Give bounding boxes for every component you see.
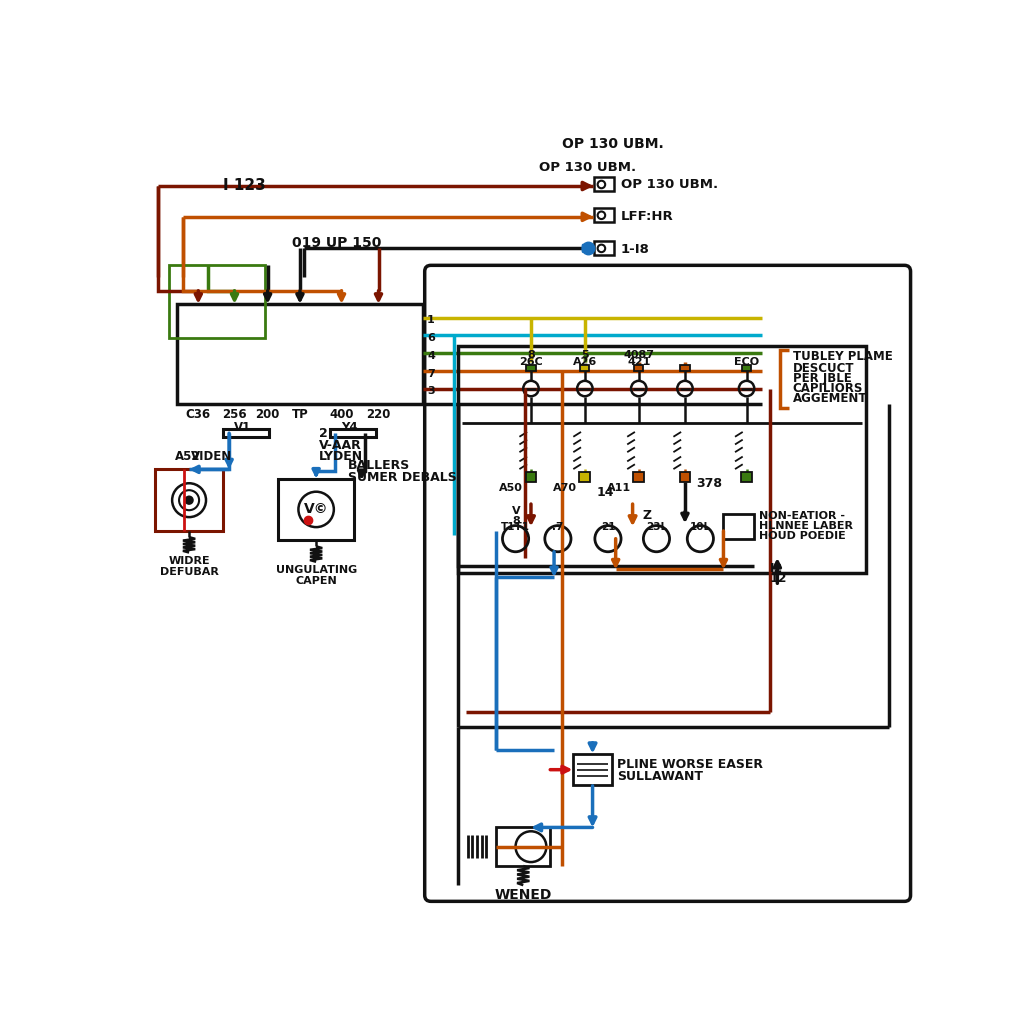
Bar [634,366,643,371]
Text: 220: 220 [367,408,391,421]
Text: 8: 8 [512,515,520,525]
Bar [573,755,611,785]
Text: 23L: 23L [646,522,667,531]
Text: ECO: ECO [734,357,759,367]
Text: 21: 21 [601,522,615,531]
Text: VIDEN: VIDEN [190,451,231,463]
Text: 019 UP 150: 019 UP 150 [292,237,382,250]
Text: 400: 400 [330,408,353,421]
Text: 14: 14 [596,486,614,500]
Text: 12: 12 [770,571,787,585]
Text: T1T1: T1T1 [501,522,530,531]
Text: LFF:HR: LFF:HR [621,210,674,223]
Text: CAPILIORS: CAPILIORS [793,382,863,394]
Bar [525,472,537,482]
Text: V-AAR: V-AAR [319,438,361,452]
Text: 10L: 10L [690,522,711,531]
Circle shape [185,497,193,504]
Text: OP 130 UBM.: OP 130 UBM. [539,162,636,174]
Bar [581,366,590,371]
Text: PER JBLE: PER JBLE [793,372,852,385]
Text: NON-EATIOR -: NON-EATIOR - [759,511,845,521]
Text: AGGEMENT: AGGEMENT [793,391,867,404]
Text: 3: 3 [427,386,434,396]
Bar [680,472,690,482]
Bar [156,469,223,531]
Text: 4087: 4087 [624,350,654,360]
Text: WENED: WENED [495,888,552,902]
Text: 256: 256 [222,408,247,421]
Text: BALLERS: BALLERS [348,460,410,472]
Text: A50: A50 [500,483,523,494]
Bar [526,366,536,371]
Text: A70: A70 [553,483,578,494]
Bar [177,304,423,403]
Text: .7: .7 [552,522,563,531]
Text: LYDEN: LYDEN [319,451,364,463]
Text: A26: A26 [572,357,597,367]
Bar [169,265,265,339]
Text: HOUD POEDIE: HOUD POEDIE [759,531,846,541]
Text: 5: 5 [581,350,589,360]
Text: UNGULATING
CAPEN: UNGULATING CAPEN [275,565,356,587]
Text: 378: 378 [696,477,723,490]
Text: 1: 1 [427,315,435,326]
Text: DESCUCT: DESCUCT [793,361,854,375]
Text: 26C: 26C [519,357,543,367]
Bar [330,429,376,437]
Text: PLINE WORSE EASER: PLINE WORSE EASER [617,758,763,771]
Text: I 123: I 123 [223,178,265,194]
Text: A52: A52 [175,451,201,463]
Bar [594,242,613,255]
Text: I2: I2 [770,562,783,574]
Text: SULLAWANT: SULLAWANT [617,770,703,782]
Bar [458,346,866,573]
Bar [634,472,644,482]
Bar [741,472,752,482]
Text: 7: 7 [427,369,435,379]
Text: OP 130 UBM.: OP 130 UBM. [621,178,718,191]
Bar [680,366,689,371]
Text: 8: 8 [527,350,535,360]
Text: C36: C36 [185,408,211,421]
Text: HLNNEE LABER: HLNNEE LABER [759,521,853,531]
Text: TUBLEY PLAME: TUBLEY PLAME [793,350,893,364]
Text: OP 130 UBM.: OP 130 UBM. [562,137,664,151]
Bar [594,208,613,222]
Text: 200: 200 [255,408,280,421]
Bar [580,472,590,482]
Text: SUMER DEBALS: SUMER DEBALS [348,471,457,484]
Text: WIDRE
DEFUBAR: WIDRE DEFUBAR [160,556,218,578]
Text: V1: V1 [233,421,251,434]
Text: 2: 2 [319,427,328,440]
Bar [742,366,752,371]
Bar [497,827,550,866]
Bar [223,429,269,437]
Text: 6: 6 [427,333,435,343]
Text: V: V [512,506,520,516]
Text: V©: V© [304,503,329,516]
Text: 4: 4 [427,351,435,360]
Bar [594,177,613,191]
Text: 1-I8: 1-I8 [621,243,650,256]
Bar [724,514,755,539]
Text: A11: A11 [607,483,631,494]
Text: TP: TP [292,408,308,421]
Text: 421: 421 [627,357,650,367]
Text: Y4: Y4 [341,421,357,434]
Text: Z: Z [643,509,651,522]
Bar [279,478,354,541]
